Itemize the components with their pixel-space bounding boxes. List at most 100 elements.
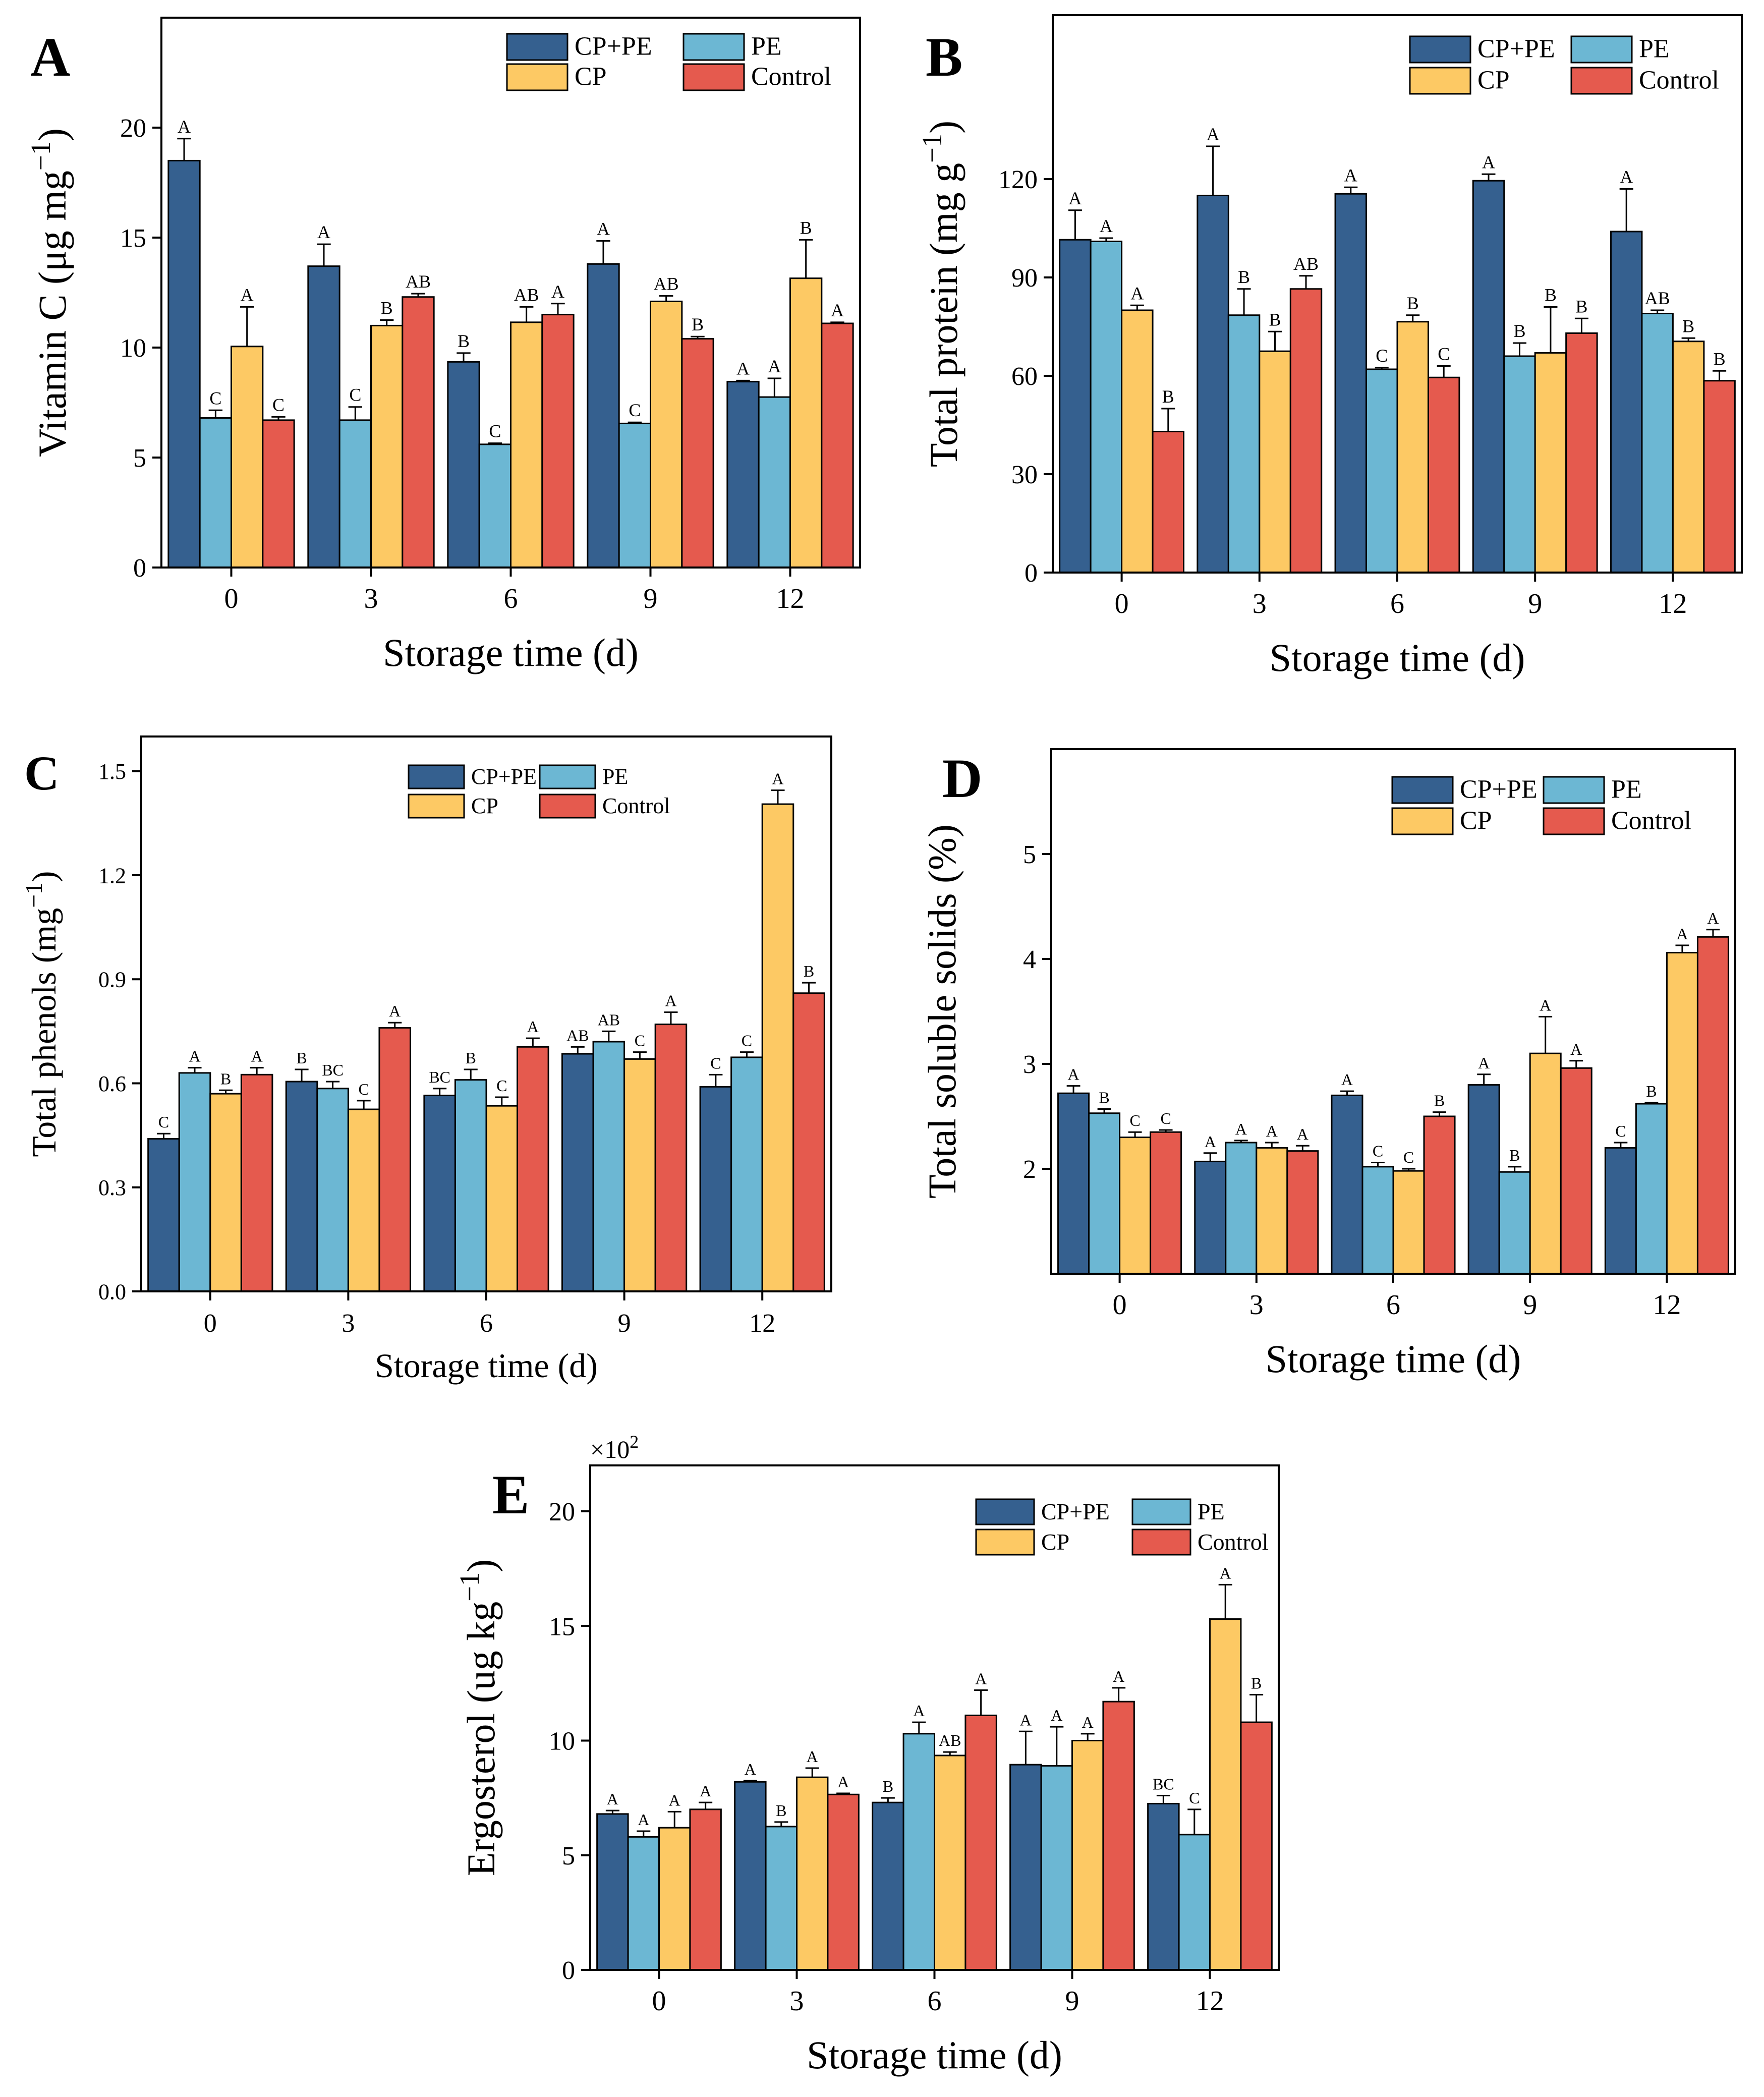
legend-label-pe: PE <box>751 32 782 61</box>
significance-letter: A <box>1082 1713 1094 1731</box>
x-tick-label: 3 <box>790 1986 804 2017</box>
significance-letter: C <box>710 1054 721 1072</box>
bar-cp-pe-day3 <box>1197 195 1229 574</box>
significance-letter: C <box>489 421 501 441</box>
significance-letter: B <box>1545 285 1557 305</box>
significance-letter: A <box>772 770 783 788</box>
significance-letter: B <box>1407 293 1419 313</box>
bar-cp-day6 <box>934 1754 966 1971</box>
bar-cp-pe-day9 <box>1472 180 1505 574</box>
y-axis-label-main: Total soluble solids (%) <box>920 824 964 1199</box>
significance-letter: A <box>1540 996 1551 1014</box>
legend-swatch-cp-pe <box>1409 35 1471 64</box>
bar-control-day9 <box>1560 1067 1592 1275</box>
significance-letter: A <box>807 1747 818 1766</box>
y-tick-label: 3 <box>1023 1050 1036 1079</box>
significance-letter: C <box>1373 1142 1383 1160</box>
bar-control-day3 <box>1289 288 1323 574</box>
significance-letter: A <box>1707 909 1719 927</box>
legend-swatch-pe <box>682 33 745 61</box>
significance-letter: BC <box>322 1061 344 1079</box>
bar-cp-pe-day0 <box>596 1813 629 1971</box>
significance-letter: C <box>1160 1109 1171 1127</box>
significance-letter: C <box>1129 1111 1140 1129</box>
axis-multiplier-base: ×10 <box>590 1435 630 1463</box>
y-tick-label: 15 <box>120 224 146 253</box>
significance-letter: A <box>1676 925 1688 943</box>
x-tick-label: 6 <box>1390 588 1404 619</box>
significance-letter: A <box>1570 1040 1582 1058</box>
bar-control-day9 <box>1565 332 1598 574</box>
legend-label-control: Control <box>1198 1529 1269 1555</box>
x-axis-label: Storage time (d) <box>383 631 639 674</box>
significance-letter: A <box>607 1790 618 1808</box>
legend-label-cp-pe: CP+PE <box>1477 35 1555 64</box>
significance-letter: A <box>1482 152 1495 172</box>
bar-pe-day0 <box>199 417 232 569</box>
y-tick-label: 0.9 <box>98 968 126 992</box>
bar-pe-day12 <box>730 1056 763 1292</box>
legend-swatch-pe <box>1570 35 1633 64</box>
bar-pe-day9 <box>618 422 652 569</box>
legend-label-pe: PE <box>602 764 628 789</box>
significance-letter: A <box>745 1760 756 1778</box>
significance-letter: A <box>597 219 610 239</box>
x-tick-label: 3 <box>1249 1289 1264 1321</box>
axis-multiplier: ×102 <box>590 1432 639 1463</box>
x-tick-label: 6 <box>504 583 518 614</box>
significance-letter: A <box>551 281 564 302</box>
bar-pe-day6 <box>902 1733 935 1971</box>
y-tick-label: 60 <box>1011 362 1038 391</box>
significance-letter: A <box>1068 1065 1079 1084</box>
legend-label-control: Control <box>1639 66 1719 95</box>
y-axis-label-exponent: −1 <box>21 882 47 908</box>
y-axis-label: Vitamin C (μg mg−1) <box>25 128 74 457</box>
x-tick-label: 6 <box>928 1986 942 2017</box>
bar-cp-pe-day12 <box>1610 231 1643 574</box>
y-tick-label: 0.3 <box>98 1175 126 1200</box>
bar-cp-pe-day12 <box>726 381 760 569</box>
y-tick-label: 0 <box>1025 559 1038 588</box>
significance-letter: C <box>1438 344 1450 364</box>
significance-letter: C <box>1189 1789 1200 1807</box>
bar-cp-pe-day3 <box>307 265 340 569</box>
x-tick-label: 3 <box>364 583 378 614</box>
significance-letter: A <box>317 222 330 242</box>
bar-pe-day3 <box>765 1826 798 1971</box>
significance-letter: B <box>1269 309 1281 329</box>
y-tick-label: 0 <box>562 1956 575 1985</box>
bar-pe-day3 <box>1225 1142 1258 1275</box>
legend-swatch-cp-pe <box>408 764 465 789</box>
significance-letter: C <box>349 385 361 405</box>
x-tick-label: 12 <box>1653 1289 1681 1321</box>
y-tick-label: 5 <box>1023 840 1036 869</box>
bar-control-day3 <box>402 296 435 569</box>
legend-swatch-cp <box>408 794 465 819</box>
bar-pe-day6 <box>1361 1166 1394 1275</box>
y-tick-label: 15 <box>549 1612 575 1641</box>
bar-cp-pe-day0 <box>1059 239 1092 574</box>
legend-swatch-pe <box>539 764 596 789</box>
significance-letter: B <box>466 1049 476 1067</box>
bar-cp-pe-day6 <box>1331 1094 1363 1275</box>
x-tick-label: 12 <box>749 1309 775 1338</box>
significance-letter: B <box>1434 1092 1445 1110</box>
bar-cp-day0 <box>1119 1137 1152 1275</box>
y-axis-label-close: ) <box>922 121 965 134</box>
bar-control-day6 <box>517 1046 549 1292</box>
panel-label: C <box>24 746 59 800</box>
bar-cp-day9 <box>1529 1052 1562 1275</box>
significance-letter: B <box>296 1049 307 1067</box>
bar-control-day3 <box>378 1027 412 1292</box>
legend-label-pe: PE <box>1198 1499 1225 1524</box>
legend-label-cp: CP <box>1460 807 1492 835</box>
significance-letter: C <box>359 1080 369 1098</box>
bar-control-day12 <box>792 992 825 1292</box>
y-tick-label: 0.0 <box>98 1279 126 1304</box>
significance-letter: A <box>189 1047 200 1065</box>
y-tick-label: 5 <box>562 1842 575 1871</box>
x-tick-label: 6 <box>480 1309 493 1338</box>
bar-pe-day6 <box>478 443 511 569</box>
